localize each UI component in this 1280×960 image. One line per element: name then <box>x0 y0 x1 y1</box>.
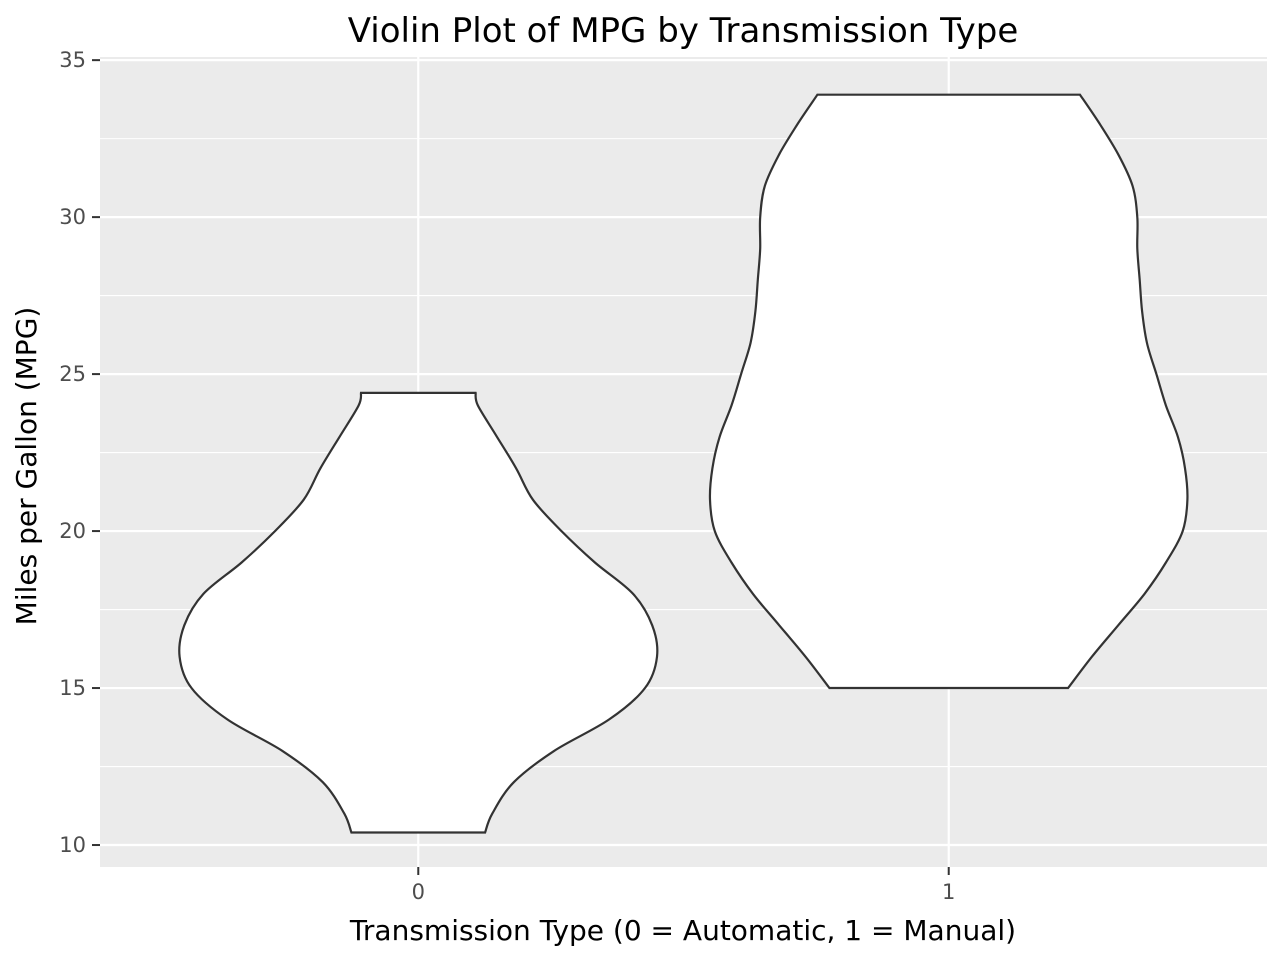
y-tick-label: 10 <box>59 833 86 857</box>
x-axis-label: Transmission Type (0 = Automatic, 1 = Ma… <box>349 914 1016 947</box>
x-tick-label: 1 <box>942 880 955 904</box>
y-tick-label: 30 <box>59 205 86 229</box>
chart-title: Violin Plot of MPG by Transmission Type <box>348 11 1019 51</box>
y-tick-label: 15 <box>59 676 86 700</box>
y-tick-label: 25 <box>59 362 86 386</box>
y-axis-label: Miles per Gallon (MPG) <box>10 307 43 626</box>
y-tick-label: 20 <box>59 519 86 543</box>
x-tick-label: 0 <box>412 880 425 904</box>
violin-1 <box>708 93 1189 690</box>
y-tick-label: 35 <box>59 48 86 72</box>
violin-0 <box>178 391 659 834</box>
